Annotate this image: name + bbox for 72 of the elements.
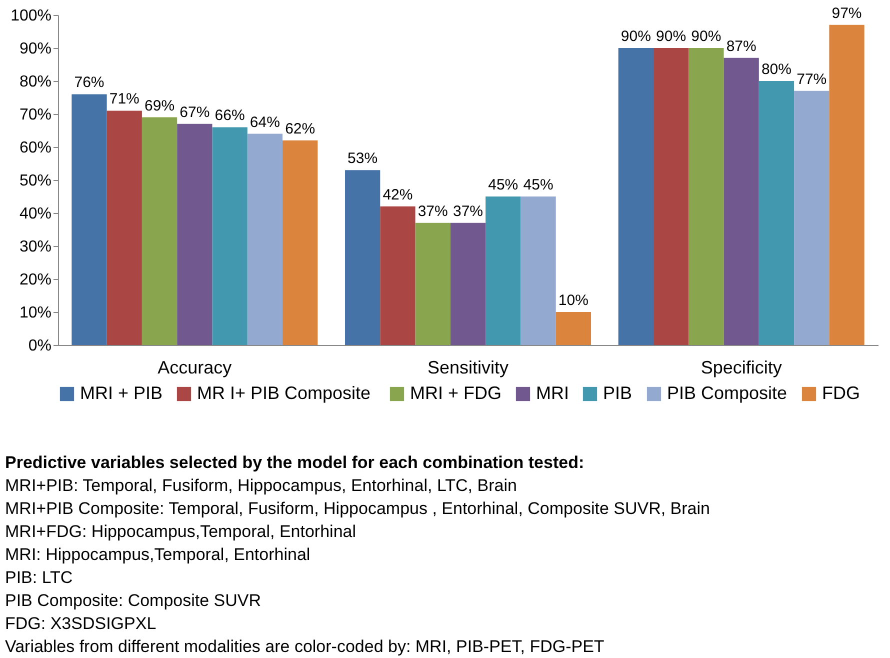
y-tick-label: 50% [19, 172, 52, 190]
bar [618, 48, 654, 345]
bar [758, 81, 794, 345]
text: PIB Composite: Composite SUVR [5, 591, 262, 610]
data-label: 87% [726, 38, 756, 55]
data-label: 69% [144, 97, 175, 114]
x-tick-label: Sensitivity [427, 358, 509, 378]
legend-label: PIB Composite [667, 383, 788, 403]
data-label: 67% [180, 104, 210, 121]
data-label: 45% [523, 176, 554, 194]
bar [794, 90, 830, 345]
data-label: 80% [761, 61, 792, 78]
data-label: 64% [250, 114, 280, 131]
y-tick-label: 80% [19, 74, 52, 90]
text: MRI+PIB: Temporal, Fusiform, Hippocampus, Entorhinal, LTC, Brain [5, 476, 517, 495]
data-label: 37% [418, 202, 448, 220]
bar [142, 117, 178, 345]
bar [177, 124, 212, 345]
text: Variables from different modalities are color-coded by: MRI, PIB-PET, FDG-PET [5, 637, 604, 656]
data-label: 10% [558, 292, 588, 309]
bar [653, 48, 689, 345]
text: MRI+PIB Composite: Temporal, Fusiform, Hippocampus , Entorhinal, Composite SUVR, Brain [5, 499, 710, 518]
x-tick-label: Accuracy [158, 358, 232, 378]
data-label: 90% [691, 28, 722, 45]
bar [106, 110, 142, 345]
bar [486, 196, 521, 345]
bar [415, 222, 450, 345]
bar [345, 170, 380, 345]
data-label: 62% [285, 120, 316, 138]
y-tick-label: 100% [10, 8, 52, 24]
text: MRI: Hippocampus,Temporal, Entorhinal [5, 545, 310, 564]
y-tick-label: 10% [19, 304, 52, 322]
y-tick-label: 20% [19, 272, 52, 288]
y-tick-label: 30% [19, 238, 52, 256]
y-tick-label: 40% [19, 206, 52, 222]
data-label: 77% [796, 70, 827, 88]
bar [282, 140, 318, 345]
text: FDG: X3SDSIGPXL [5, 614, 156, 633]
data-label: 76% [74, 74, 104, 92]
y-tick-label: 90% [19, 40, 52, 58]
data-label: 53% [348, 150, 378, 168]
bar [380, 206, 416, 345]
bar [450, 222, 486, 345]
bar [829, 24, 864, 345]
text: PIB: LTC [5, 568, 73, 587]
data-label: 42% [382, 186, 413, 204]
data-label: 97% [832, 4, 862, 22]
bar [724, 58, 759, 345]
y-tick-label: 70% [19, 106, 52, 124]
bar [247, 134, 283, 345]
data-label: 90% [620, 28, 651, 45]
y-tick-label: 60% [19, 140, 52, 156]
x-tick-label: Specificity [700, 358, 782, 378]
data-label: 45% [488, 176, 518, 194]
legend-label: MRI + PIB [80, 383, 163, 403]
y-tick-label: 0% [28, 338, 52, 354]
bar [212, 127, 248, 345]
data-label: 90% [656, 28, 686, 45]
data-label: 66% [214, 107, 245, 124]
legend-label: PIB [603, 383, 632, 403]
text: MRI+FDG: Hippocampus,Temporal, Entorhinal [5, 522, 356, 541]
legend-label: FDG [822, 383, 860, 403]
legend-label: MR I+ PIB Composite [197, 383, 371, 403]
legend-label: MRI + FDG [410, 383, 502, 403]
text: Predictive variables selected by the model for each combination tested: [5, 453, 584, 472]
data-label: 71% [109, 90, 140, 108]
bar [556, 312, 591, 345]
bar [520, 196, 556, 345]
data-label: 37% [452, 202, 484, 220]
legend-label: MRI [536, 383, 569, 403]
bar [72, 94, 107, 345]
bar [688, 48, 724, 345]
